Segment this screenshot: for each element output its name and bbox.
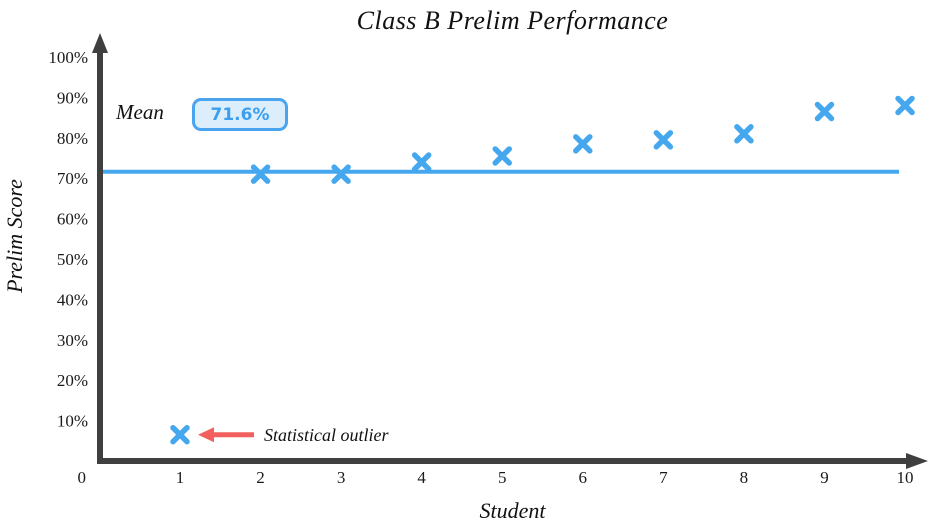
data-point-x-marker <box>492 146 512 166</box>
data-point-x-marker <box>331 164 351 184</box>
mean-value-text: 71.6% <box>210 104 270 125</box>
data-point-x-marker <box>653 130 674 150</box>
x-axis-arrowhead <box>906 453 928 469</box>
x-tick-label: 9 <box>820 468 829 487</box>
outlier-arrow-head <box>198 427 214 443</box>
y-tick-label: 50% <box>57 250 88 269</box>
y-tick-label: 90% <box>57 88 88 107</box>
data-point-x-marker <box>734 124 754 144</box>
y-tick-label: 10% <box>57 412 88 431</box>
y-tick-label: 70% <box>57 169 88 188</box>
data-point-x-marker <box>170 424 190 445</box>
data-point-x-marker <box>573 134 593 154</box>
y-tick-label-zero: 0 <box>78 468 87 487</box>
mean-value-box: 71.6% <box>192 98 288 131</box>
y-tick-label: 20% <box>57 371 88 390</box>
x-tick-label: 6 <box>579 468 588 487</box>
chart-title: Class B Prelim Performance <box>356 6 669 35</box>
y-tick-label: 40% <box>57 290 88 309</box>
data-point-x-marker <box>250 164 271 184</box>
mean-label: Mean <box>116 100 164 124</box>
y-axis-arrowhead <box>92 33 108 53</box>
x-axis-title: Student <box>479 498 546 523</box>
x-tick-label: 10 <box>897 468 914 487</box>
y-tick-label: 30% <box>57 331 88 350</box>
y-tick-label: 100% <box>48 48 88 67</box>
data-point-x-marker <box>411 152 432 172</box>
data-point-x-marker <box>895 95 915 116</box>
x-tick-label: 3 <box>337 468 346 487</box>
x-tick-label: 1 <box>176 468 185 487</box>
x-tick-label: 7 <box>659 468 668 487</box>
x-tick-label: 2 <box>256 468 265 487</box>
annotation-statistical-outlier: Statistical outlier <box>264 425 389 445</box>
y-tick-label: 60% <box>57 210 88 229</box>
x-tick-label: 4 <box>417 468 426 487</box>
data-point-x-marker <box>814 101 835 122</box>
x-tick-label: 5 <box>498 468 507 487</box>
y-tick-label: 80% <box>57 129 88 148</box>
x-tick-label: 8 <box>740 468 749 487</box>
